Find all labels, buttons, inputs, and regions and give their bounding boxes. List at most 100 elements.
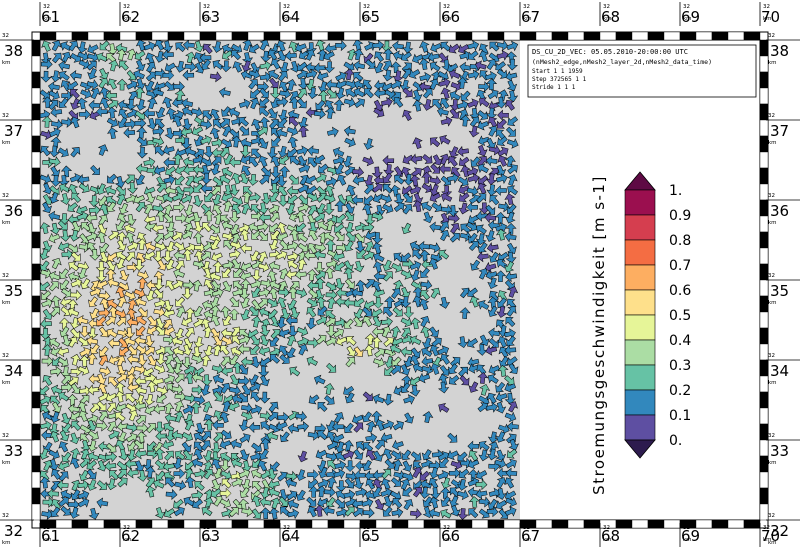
info-line-1: DS_CU_2D_VEC: 05.05.2010-20:00:00 UTC (532, 48, 688, 56)
y-tick-label: 37 (4, 122, 23, 140)
colorbar-segment (624, 264, 656, 291)
zone-suffix-label: km (523, 537, 532, 543)
zone-suffix-label: km (123, 537, 132, 543)
zone-prefix-label: 32 (768, 193, 775, 199)
x-tick-label: 70 (761, 527, 780, 545)
zone-suffix-label: km (768, 60, 777, 66)
info-line-4: Step 372565 1 1 (532, 76, 587, 83)
zone-suffix-label: km (283, 537, 292, 543)
colorbar-segment (624, 189, 656, 216)
zone-prefix-label: 32 (603, 4, 610, 10)
zone-prefix-label: 32 (2, 353, 9, 359)
zone-suffix-label: km (203, 16, 212, 22)
zone-prefix-label: 32 (603, 525, 610, 531)
colorbar (624, 171, 656, 459)
x-tick-label: 63 (201, 527, 220, 545)
zone-prefix-label: 32 (683, 525, 690, 531)
velocity-arrows (38, 39, 520, 520)
zone-suffix-label: km (2, 540, 11, 546)
zone-suffix-label: km (768, 300, 777, 306)
zone-prefix-label: 32 (523, 525, 530, 531)
zone-suffix-label: km (763, 16, 772, 22)
zone-prefix-label: 32 (363, 4, 370, 10)
zone-suffix-label: km (123, 16, 132, 22)
zone-prefix-label: 32 (283, 525, 290, 531)
zone-suffix-label: km (523, 16, 532, 22)
y-tick-label: 38 (4, 42, 23, 60)
x-tick-label: 66 (441, 527, 460, 545)
zone-suffix-label: km (43, 537, 52, 543)
y-tick-labels-right: 3238km3237km3236km3235km3234km3233km3232… (766, 33, 800, 546)
zone-prefix-label: 32 (123, 525, 130, 531)
zone-suffix-label: km (603, 537, 612, 543)
colorbar-tick-label: 0.8 (669, 233, 691, 249)
zone-suffix-label: km (768, 540, 777, 546)
x-tick-label: 65 (361, 8, 380, 26)
colorbar-tick-label: 0.7 (669, 258, 691, 274)
zone-suffix-label: km (283, 16, 292, 22)
colorbar-labels: 1. 0.9 0.8 0.7 0.6 0.5 0.4 0.3 0.2 0.1 0. (669, 183, 691, 449)
colorbar-tick-label: 0.4 (669, 333, 691, 349)
zone-suffix-label: km (763, 537, 772, 543)
zone-suffix-label: km (683, 537, 692, 543)
colorbar-tick-label: 0.6 (669, 283, 691, 299)
x-tick-label: 67 (521, 8, 540, 26)
zone-prefix-label: 32 (768, 113, 775, 119)
y-tick-label: 34 (4, 362, 23, 380)
zone-suffix-label: km (2, 460, 11, 466)
x-tick-label: 61 (41, 527, 60, 545)
y-tick-label: 35 (4, 282, 23, 300)
zone-suffix-label: km (768, 460, 777, 466)
zone-prefix-label: 32 (2, 273, 9, 279)
zone-prefix-label: 32 (2, 33, 9, 39)
zone-prefix-label: 32 (768, 353, 775, 359)
zone-prefix-label: 32 (443, 525, 450, 531)
zone-prefix-label: 32 (763, 525, 770, 531)
x-tick-label: 62 (121, 527, 140, 545)
colorbar-title: Stroemungsgeschwindigkeit [m s-1] (590, 175, 608, 495)
x-tick-label: 70 (761, 8, 780, 26)
y-tick-label: 35 (770, 282, 789, 300)
x-tick-label: 63 (201, 8, 220, 26)
y-tick-labels-left: 3238km3237km3236km3235km3234km3233km3232… (0, 33, 34, 546)
colorbar-segment (624, 289, 656, 316)
x-tick-label: 64 (281, 8, 300, 26)
info-box: DS_CU_2D_VEC: 05.05.2010-20:00:00 UTC (n… (527, 44, 757, 98)
zone-prefix-label: 32 (2, 513, 9, 519)
colorbar-segment (624, 314, 656, 341)
zone-prefix-label: 32 (283, 4, 290, 10)
colorbar-under-triangle (624, 439, 656, 459)
colorbar-segment (624, 214, 656, 241)
colorbar-tick-label: 0.5 (669, 308, 691, 324)
zone-suffix-label: km (203, 537, 212, 543)
x-tick-label: 65 (361, 527, 380, 545)
y-tick-label: 32 (4, 522, 23, 540)
zone-suffix-label: km (363, 537, 372, 543)
colorbar-segment (624, 414, 656, 441)
colorbar-tick-label: 1. (669, 183, 682, 199)
zone-prefix-label: 32 (443, 4, 450, 10)
info-line-3: Start 1 1 1959 (532, 68, 583, 75)
x-tick-label: 66 (441, 8, 460, 26)
colorbar-segment (624, 389, 656, 416)
y-tick-label: 33 (4, 442, 23, 460)
y-tick-label: 36 (770, 202, 789, 220)
x-tick-label: 68 (601, 527, 620, 545)
zone-prefix-label: 32 (363, 525, 370, 531)
y-tick-label: 32 (770, 522, 789, 540)
x-tick-label: 69 (681, 527, 700, 545)
zone-prefix-label: 32 (203, 4, 210, 10)
zone-suffix-label: km (2, 140, 11, 146)
colorbar-tick-label: 0.2 (669, 383, 691, 399)
zone-suffix-label: km (768, 380, 777, 386)
zone-suffix-label: km (768, 140, 777, 146)
zone-suffix-label: km (2, 300, 11, 306)
info-line-2: (nMesh2_edge,nMesh2_layer_2d,nMesh2_data… (532, 58, 712, 66)
zone-suffix-label: km (2, 60, 11, 66)
zone-prefix-label: 32 (768, 33, 775, 39)
zone-prefix-label: 32 (123, 4, 130, 10)
zone-prefix-label: 32 (523, 4, 530, 10)
colorbar-segment (624, 239, 656, 266)
colorbar-segment (624, 364, 656, 391)
